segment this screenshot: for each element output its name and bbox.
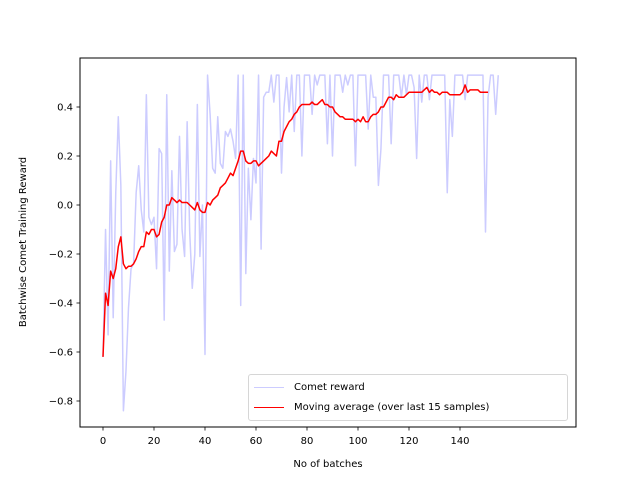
x-tick-label: 140 <box>450 436 469 447</box>
plot-frame <box>79 57 577 428</box>
x-tick-label: 80 <box>301 436 314 447</box>
legend-label: Moving average (over last 15 samples) <box>294 401 490 413</box>
x-axis: 0 20 40 60 80 100 120 140 <box>100 427 470 447</box>
legend-label: Comet reward <box>294 381 365 393</box>
legend-swatch-moving-average <box>254 406 284 408</box>
x-tick-label: 0 <box>100 436 106 447</box>
y-tick-label: −0.8 <box>49 397 73 408</box>
legend-item-moving-average: Moving average (over last 15 samples) <box>249 398 489 416</box>
moving-average-line <box>102 84 489 357</box>
legend-item-comet-reward: Comet reward <box>249 378 365 396</box>
plot-area <box>102 74 499 412</box>
y-axis: −0.8 −0.6 −0.4 −0.2 0.0 0.2 0.4 <box>49 103 80 408</box>
x-tick-label: 60 <box>250 436 263 447</box>
y-tick-label: 0.4 <box>57 103 73 114</box>
legend-swatch-comet-reward <box>254 386 284 388</box>
x-tick-label: 20 <box>148 436 161 447</box>
x-tick-label: 100 <box>348 436 367 447</box>
comet-reward-line <box>102 74 499 412</box>
y-tick-label: 0.2 <box>57 152 73 163</box>
legend: Comet reward Moving average (over last 1… <box>248 374 568 421</box>
y-tick-label: −0.4 <box>49 299 73 310</box>
y-tick-label: −0.2 <box>49 250 73 261</box>
x-tick-label: 40 <box>199 436 212 447</box>
x-tick-label: 120 <box>399 436 418 447</box>
x-axis-label: No of batches <box>293 459 362 470</box>
y-tick-label: −0.6 <box>49 348 73 359</box>
y-axis-label: Batchwise Comet Training Reward <box>18 157 29 327</box>
y-tick-label: 0.0 <box>57 201 73 212</box>
